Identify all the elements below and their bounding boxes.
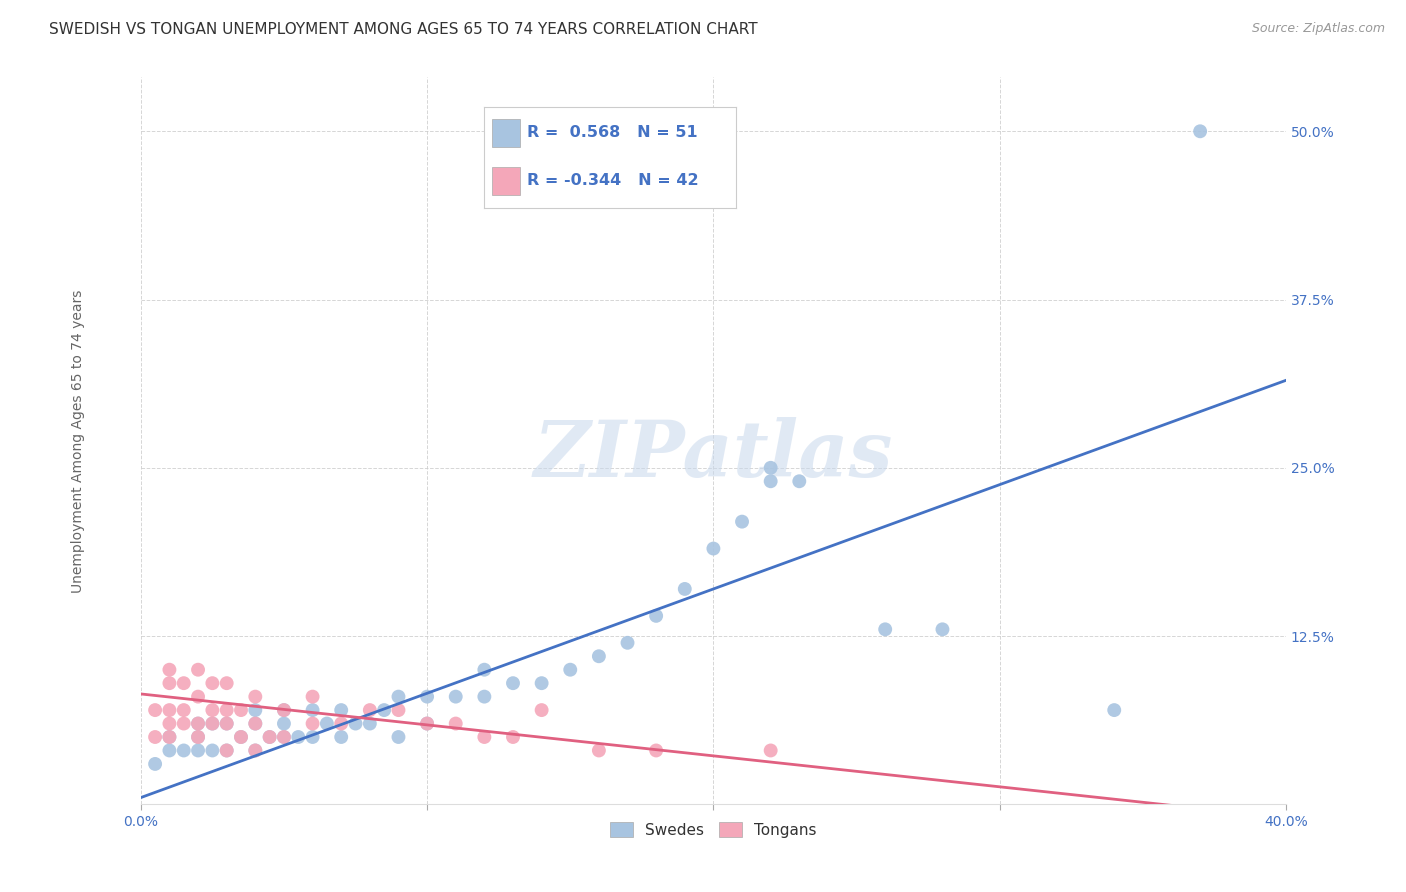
Point (173, 743, 195, 757)
Point (731, 515, 754, 529)
Point (143, 756, 166, 771)
Point (159, 703, 181, 717)
Point (173, 676, 195, 690)
Point (287, 730, 309, 744)
Point (187, 690, 209, 704)
Point (245, 703, 267, 717)
Y-axis label: Unemployment Among Ages 65 to 74 years: Unemployment Among Ages 65 to 74 years (72, 289, 86, 592)
Point (530, 676, 553, 690)
Text: Source: ZipAtlas.com: Source: ZipAtlas.com (1251, 22, 1385, 36)
Point (931, 623, 953, 637)
Point (273, 703, 295, 717)
Point (472, 730, 495, 744)
Point (444, 716, 467, 731)
Point (173, 716, 195, 731)
Text: ZIPatlas: ZIPatlas (534, 417, 893, 493)
Point (316, 716, 339, 731)
Point (416, 716, 439, 731)
Point (416, 690, 439, 704)
Point (259, 730, 281, 744)
Point (759, 743, 782, 757)
Point (215, 743, 238, 757)
Point (1102, 703, 1125, 717)
Point (159, 716, 181, 731)
Point (187, 730, 209, 744)
Point (444, 690, 467, 704)
Point (229, 730, 252, 744)
Point (273, 716, 295, 731)
Point (301, 730, 323, 744)
Point (588, 649, 610, 664)
Point (759, 475, 782, 489)
Point (229, 730, 252, 744)
Point (245, 716, 267, 731)
Point (143, 730, 166, 744)
Point (187, 730, 209, 744)
Point (560, 663, 582, 677)
Point (359, 716, 381, 731)
Point (215, 716, 238, 731)
Point (245, 743, 267, 757)
Text: SWEDISH VS TONGAN UNEMPLOYMENT AMONG AGES 65 TO 74 YEARS CORRELATION CHART: SWEDISH VS TONGAN UNEMPLOYMENT AMONG AGE… (49, 22, 758, 37)
Point (787, 475, 810, 489)
Point (359, 703, 381, 717)
Point (245, 743, 267, 757)
Point (201, 676, 224, 690)
Point (245, 716, 267, 731)
Point (159, 676, 181, 690)
Point (301, 690, 323, 704)
Point (215, 676, 238, 690)
Legend: Swedes, Tongans: Swedes, Tongans (603, 815, 823, 844)
Point (373, 703, 395, 717)
Point (215, 743, 238, 757)
Point (616, 636, 638, 650)
Point (387, 690, 409, 704)
Point (301, 703, 323, 717)
Point (502, 730, 524, 744)
Point (273, 730, 295, 744)
Point (187, 743, 209, 757)
Point (330, 703, 353, 717)
Point (187, 716, 209, 731)
Point (173, 703, 195, 717)
Point (201, 703, 224, 717)
Point (645, 608, 668, 623)
Point (472, 663, 495, 677)
Point (875, 623, 897, 637)
Point (201, 716, 224, 731)
Point (201, 743, 224, 757)
Point (330, 730, 353, 744)
Point (201, 716, 224, 731)
Point (187, 663, 209, 677)
Point (143, 703, 166, 717)
Point (1189, 124, 1212, 138)
Point (215, 716, 238, 731)
Point (159, 663, 181, 677)
Point (159, 743, 181, 757)
Point (229, 703, 252, 717)
Point (645, 743, 668, 757)
Point (530, 703, 553, 717)
Point (245, 690, 267, 704)
Point (259, 730, 281, 744)
Point (301, 716, 323, 731)
Point (416, 716, 439, 731)
Point (472, 690, 495, 704)
Point (215, 703, 238, 717)
Point (159, 730, 181, 744)
Point (673, 582, 696, 596)
Point (759, 460, 782, 475)
Point (159, 730, 181, 744)
Point (502, 676, 524, 690)
Point (273, 703, 295, 717)
Point (187, 716, 209, 731)
Point (387, 730, 409, 744)
Point (702, 541, 724, 556)
Point (387, 703, 409, 717)
Point (330, 716, 353, 731)
Point (588, 743, 610, 757)
Point (273, 730, 295, 744)
Point (344, 716, 367, 731)
